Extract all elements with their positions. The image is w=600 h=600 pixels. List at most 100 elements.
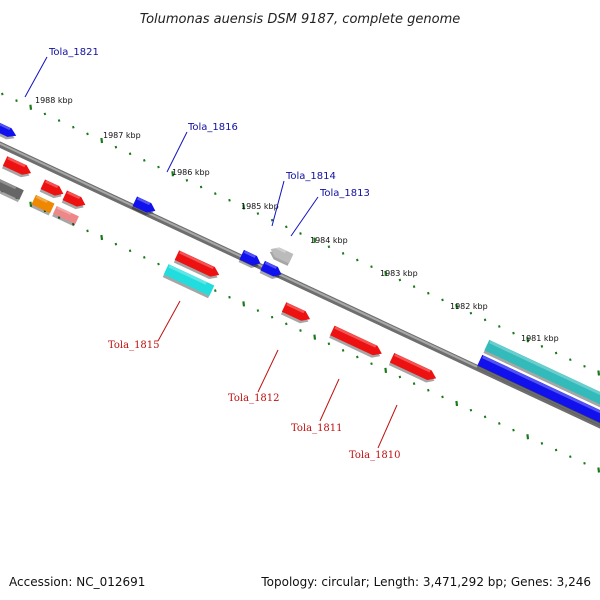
- lower-tick: [285, 322, 288, 326]
- upper-tick: [526, 337, 530, 343]
- kbp-label-1988: 1988 kbp: [35, 96, 73, 105]
- gene-tola-1821: [0, 120, 17, 140]
- lower-tick: [583, 461, 586, 465]
- lower-tick: [114, 242, 118, 246]
- upper-tick: [313, 237, 317, 243]
- upper-tick: [43, 112, 47, 116]
- lower-tick: [29, 201, 33, 207]
- lower-tick: [214, 289, 217, 292]
- upper-tick: [483, 318, 487, 322]
- upper-tick: [498, 325, 501, 328]
- upper-tick: [114, 145, 118, 149]
- lower-tick: [228, 295, 231, 299]
- gene-pink: [52, 205, 79, 227]
- upper-tick: [72, 125, 75, 129]
- lower-tick: [128, 249, 132, 253]
- upper-tick: [143, 159, 146, 162]
- kbp-label-1984: 1984 kbp: [310, 236, 348, 245]
- lower-tick: [143, 256, 146, 259]
- upper-tick: [384, 270, 388, 276]
- upper-tick: [270, 218, 274, 222]
- kbp-label-1987: 1987 kbp: [103, 131, 141, 140]
- lower-tick: [299, 329, 302, 332]
- topology-text: Topology: circular; Length: 3,471,292 bp…: [260, 575, 591, 589]
- upper-tick: [569, 358, 572, 362]
- upper-tick: [398, 278, 402, 282]
- upper-tick: [441, 298, 444, 302]
- lower-tick: [441, 395, 444, 399]
- gene-blue-b: [259, 260, 282, 279]
- lower-tick: [270, 315, 274, 319]
- gene-red-a: [1, 156, 32, 178]
- upper-tick: [512, 331, 515, 335]
- lower-tick: [597, 467, 600, 473]
- upper-tick: [86, 132, 89, 136]
- lower-tick: [57, 216, 61, 219]
- lower-tick: [72, 222, 75, 226]
- lower-tick: [427, 388, 430, 392]
- gene-label-tola-1813: Tola_1813: [319, 188, 370, 199]
- upper-tick: [370, 265, 373, 269]
- lower-tick: [540, 442, 544, 445]
- lower-tick: [554, 448, 558, 452]
- upper-tick: [256, 212, 260, 215]
- plus-strand-gene-labels: Tola_1821 Tola_1816 Tola_1814 Tola_1813: [48, 47, 370, 199]
- lower-tick: [157, 262, 160, 266]
- upper-tick: [29, 104, 33, 110]
- kbp-label-1986: 1986 kbp: [172, 168, 210, 177]
- upper-tick: [100, 137, 104, 144]
- gene-tola-1811: [329, 325, 382, 358]
- gene-red-b: [39, 179, 64, 199]
- lower-tick: [356, 355, 359, 359]
- gene-tola-1813: [269, 245, 294, 266]
- upper-tick: [1, 92, 4, 96]
- lower-tick: [341, 349, 345, 352]
- upper-tick: [15, 99, 18, 103]
- lower-tick: [384, 367, 388, 373]
- gene-label-tola-1815: Tola_1815: [108, 340, 160, 351]
- upper-tick: [228, 198, 231, 202]
- accession-text: Accession: NC_012691: [9, 575, 145, 589]
- genome-backbone: [0, 141, 600, 429]
- lower-tick: [412, 382, 416, 385]
- leader-tola-1816: [166, 131, 188, 173]
- gene-label-tola-1810: Tola_1810: [349, 450, 401, 461]
- plus-strand-leaders: [24, 56, 319, 237]
- gene-dark-gray: [0, 166, 24, 203]
- gene-blue-a: [238, 249, 261, 268]
- upper-tick: [157, 165, 160, 169]
- gene-tola-1812: [280, 302, 311, 324]
- lower-tick: [256, 309, 260, 312]
- kbp-label-1981: 1981 kbp: [521, 334, 559, 343]
- upper-tick: [540, 345, 544, 348]
- gene-tola-1816: [131, 196, 156, 216]
- tick-rows: [1, 92, 600, 473]
- leader-tola-1811: [319, 378, 340, 422]
- lower-tick: [86, 229, 89, 233]
- upper-tick: [214, 192, 217, 195]
- lower-tick: [469, 408, 473, 412]
- gene-red-c: [61, 190, 86, 210]
- upper-tick: [554, 351, 558, 355]
- upper-tick: [412, 285, 416, 288]
- upper-tick: [427, 291, 430, 295]
- lower-tick: [498, 422, 501, 425]
- lower-tick: [455, 400, 459, 407]
- lower-tick: [398, 375, 402, 379]
- gene-features: [0, 120, 600, 432]
- upper-tick: [327, 245, 331, 249]
- upper-tick: [469, 311, 473, 315]
- leader-tola-1815: [157, 300, 181, 342]
- map-title: Tolumonas auensis DSM 9187, complete gen…: [140, 12, 461, 27]
- upper-tick: [185, 178, 189, 182]
- lower-tick: [242, 301, 246, 307]
- upper-tick-row: [1, 92, 600, 376]
- lower-tick: [327, 342, 331, 346]
- upper-tick: [171, 171, 175, 177]
- leader-tola-1812: [257, 349, 279, 393]
- kbp-label-1982: 1982 kbp: [450, 302, 488, 311]
- gene-label-tola-1821: Tola_1821: [48, 47, 99, 58]
- upper-tick: [242, 204, 246, 210]
- upper-tick: [597, 370, 600, 376]
- leader-tola-1813: [290, 196, 319, 237]
